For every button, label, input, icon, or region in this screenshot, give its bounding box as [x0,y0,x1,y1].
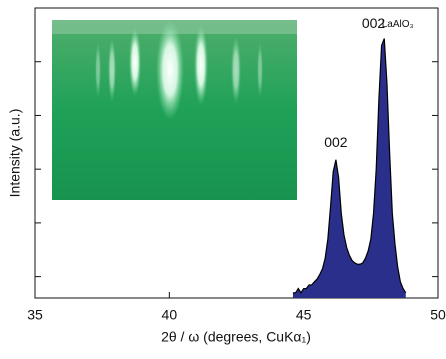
x-axis-label: 2θ / ω (degrees, CuKα₁) [161,329,311,345]
area [293,39,406,298]
x-tick-label: 35 [27,307,43,323]
annotation: LaAlO₃ [382,19,414,30]
annotation: 002 [324,134,348,150]
x-tick-label: 40 [162,307,178,323]
inset-image [52,20,297,200]
x-tick-label: 45 [296,307,312,323]
y-axis-label: Intensity (a.u.) [7,109,23,198]
chart: 2θ / ω (degrees, CuKα₁) Intensity (a.u.)… [0,0,446,354]
x-tick-label: 50 [430,307,446,323]
